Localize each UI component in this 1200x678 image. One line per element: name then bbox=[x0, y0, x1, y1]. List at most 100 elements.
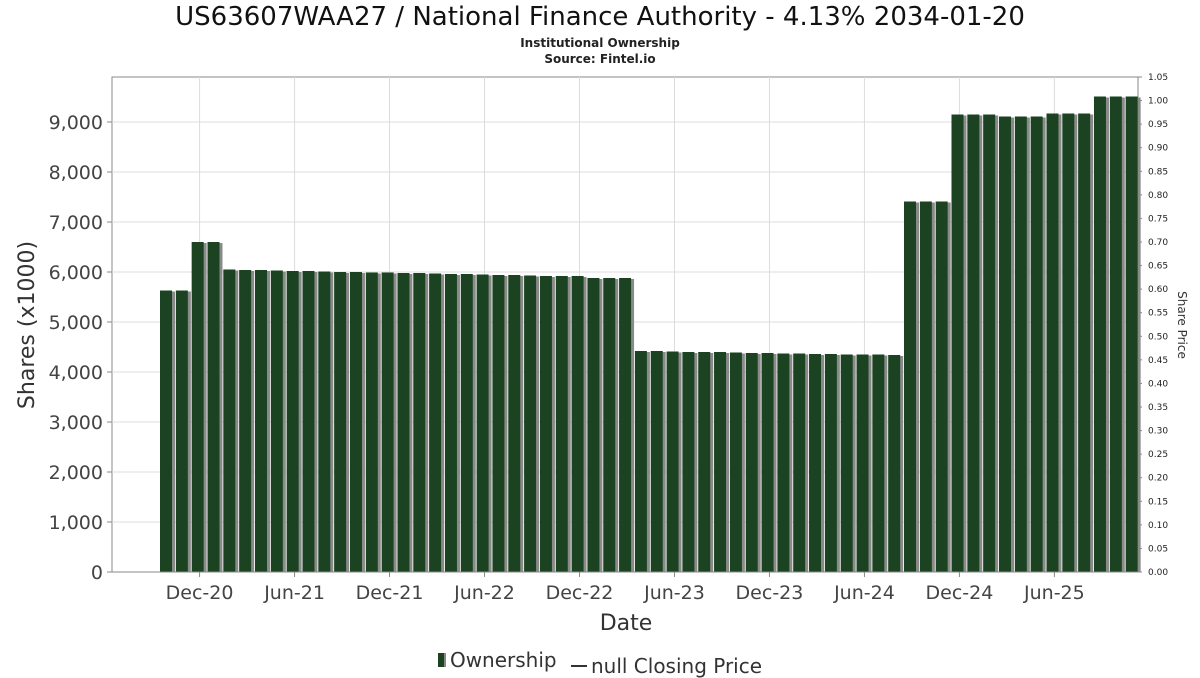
y-tick-label: 0 bbox=[91, 562, 103, 584]
y-tick-label: 3,000 bbox=[49, 412, 103, 434]
ownership-bar bbox=[603, 278, 616, 572]
ownership-bar bbox=[634, 351, 647, 572]
ownership-bar bbox=[1078, 113, 1091, 572]
ownership-bar bbox=[460, 274, 473, 572]
ownership-bar bbox=[397, 273, 410, 572]
x-tick-label: Jun-24 bbox=[833, 582, 895, 604]
ownership-bar bbox=[302, 271, 315, 572]
y-tick-label: 2,000 bbox=[49, 462, 103, 484]
y-tick-label: 1,000 bbox=[49, 512, 103, 534]
chart-title: US63607WAA27 / National Finance Authorit… bbox=[175, 2, 1025, 32]
y-tick-label: 6,000 bbox=[49, 262, 103, 284]
ownership-bar bbox=[619, 278, 632, 572]
y-axis-label: Shares (x1000) bbox=[15, 241, 40, 409]
ownership-bar bbox=[935, 201, 948, 572]
ownership-bar bbox=[349, 272, 362, 572]
legend-ownership-label: Ownership bbox=[449, 648, 557, 672]
y2-tick-label: 0.75 bbox=[1148, 214, 1168, 224]
x-tick-label: Dec-24 bbox=[926, 582, 994, 604]
y-tick-label: 5,000 bbox=[49, 312, 103, 334]
y2-tick-label: 0.25 bbox=[1148, 450, 1168, 460]
y2-tick-label: 0.50 bbox=[1148, 332, 1168, 342]
ownership-bar bbox=[254, 270, 267, 572]
y2-tick-label: 0.05 bbox=[1148, 544, 1168, 554]
ownership-bar bbox=[524, 275, 537, 572]
ownership-bar bbox=[1062, 113, 1075, 572]
y2-tick-label: 0.30 bbox=[1148, 427, 1168, 437]
y2-tick-label: 0.00 bbox=[1148, 568, 1168, 578]
y2-tick-label: 0.55 bbox=[1148, 309, 1168, 319]
ownership-bar bbox=[587, 278, 600, 572]
x-tick-label: Dec-23 bbox=[736, 582, 804, 604]
ownership-bar bbox=[998, 116, 1011, 572]
y2-tick-label: 0.65 bbox=[1148, 262, 1168, 272]
ownership-bar bbox=[650, 351, 663, 572]
ownership-bar bbox=[761, 353, 774, 572]
ownership-bar bbox=[334, 272, 347, 572]
legend-price-label: null Closing Price bbox=[590, 654, 763, 678]
ownership-bar bbox=[191, 242, 204, 572]
chart-legend: Ownership null Closing Price bbox=[0, 648, 1200, 678]
ownership-bar bbox=[413, 273, 426, 572]
ownership-bar bbox=[1093, 96, 1106, 572]
y2-tick-label: 0.20 bbox=[1148, 474, 1168, 484]
y2-tick-label: 0.90 bbox=[1148, 144, 1168, 154]
x-tick-label: Dec-22 bbox=[546, 582, 614, 604]
ownership-bar bbox=[429, 273, 442, 572]
ownership-bar bbox=[729, 352, 742, 572]
chart-subtitle: Institutional Ownership bbox=[520, 36, 680, 50]
ownership-bar bbox=[160, 290, 172, 572]
ownership-bar bbox=[1014, 116, 1027, 572]
ownership-bar bbox=[809, 354, 822, 572]
ownership-bar bbox=[476, 274, 489, 572]
y2-tick-label: 0.95 bbox=[1148, 120, 1168, 130]
y2-tick-label: 0.35 bbox=[1148, 403, 1168, 413]
ownership-bar bbox=[444, 274, 457, 572]
y2-tick-label: 0.60 bbox=[1148, 285, 1168, 295]
ownership-bar bbox=[286, 271, 299, 572]
ownership-bar bbox=[492, 275, 505, 572]
y-tick-label: 4,000 bbox=[49, 362, 103, 384]
ownership-bar bbox=[270, 270, 283, 572]
y2-tick-label: 0.45 bbox=[1148, 356, 1168, 366]
legend-line-swatch-icon bbox=[570, 665, 587, 667]
ownership-bar bbox=[967, 114, 980, 572]
ownership-bar bbox=[872, 354, 885, 572]
ownership-bar bbox=[983, 114, 996, 572]
ownership-bar bbox=[904, 201, 917, 572]
y2-tick-label: 1.00 bbox=[1148, 97, 1168, 107]
x-axis-label: Date bbox=[600, 611, 653, 636]
ownership-bar bbox=[1109, 96, 1122, 572]
y2-tick-label: 0.85 bbox=[1148, 167, 1168, 177]
y2-tick-label: 0.40 bbox=[1148, 379, 1168, 389]
ownership-bar bbox=[239, 270, 252, 572]
legend-item-ownership: Ownership bbox=[437, 648, 557, 672]
legend-item-price: null Closing Price bbox=[570, 654, 763, 678]
ownership-bar bbox=[714, 352, 727, 572]
x-tick-label: Dec-20 bbox=[166, 582, 234, 604]
x-tick-label: Jun-25 bbox=[1023, 582, 1085, 604]
ownership-bar bbox=[793, 353, 806, 572]
ownership-bar bbox=[666, 351, 679, 572]
x-tick-label: Jun-22 bbox=[453, 582, 515, 604]
ownership-bar bbox=[207, 242, 220, 572]
x-tick-label: Dec-21 bbox=[356, 582, 424, 604]
ownership-bar bbox=[365, 272, 378, 572]
chart-source: Source: Fintel.io bbox=[544, 52, 656, 66]
ownership-bar bbox=[919, 201, 932, 572]
y2-tick-label: 0.10 bbox=[1148, 521, 1168, 531]
ownership-bar bbox=[1030, 116, 1043, 572]
ownership-bar bbox=[1125, 96, 1138, 572]
ownership-bar bbox=[555, 276, 568, 572]
ownership-bar bbox=[777, 353, 790, 572]
y2-tick-label: 0.80 bbox=[1148, 191, 1168, 201]
y-tick-label: 9,000 bbox=[49, 112, 103, 134]
x-tick-label: Jun-23 bbox=[643, 582, 705, 604]
y2-axis-label: Share Price bbox=[1175, 291, 1189, 359]
ownership-bar bbox=[951, 114, 964, 572]
ownership-bar bbox=[888, 355, 901, 572]
ownership-bar bbox=[223, 269, 236, 572]
ownership-bar bbox=[856, 354, 869, 572]
ownership-bar bbox=[571, 276, 584, 572]
